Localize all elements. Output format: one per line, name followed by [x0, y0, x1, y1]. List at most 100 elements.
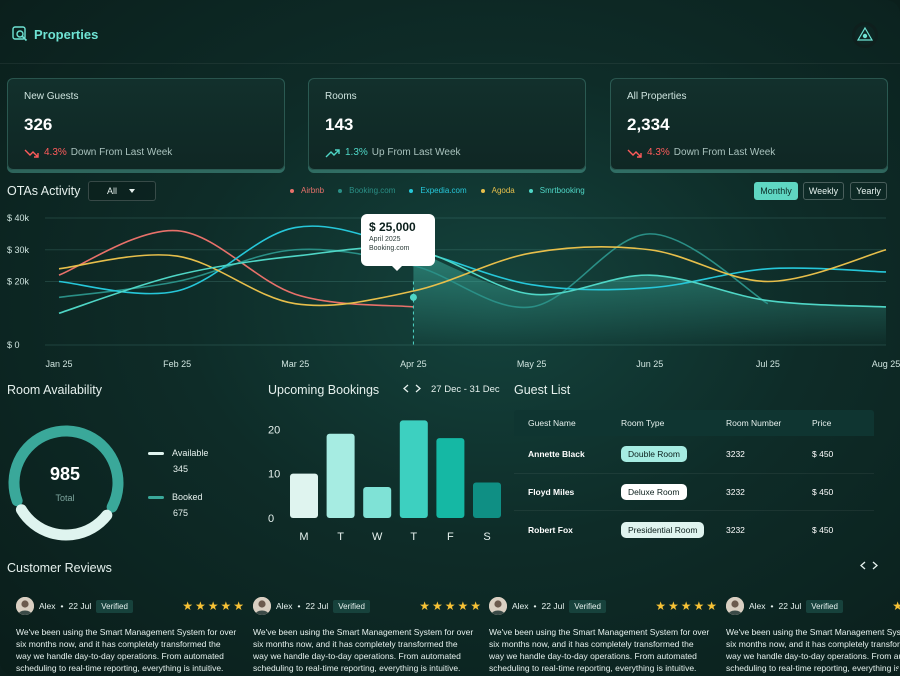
- trend-text: Down From Last Week: [673, 147, 776, 158]
- chevron-left-icon: [860, 561, 866, 570]
- stat-card-rooms[interactable]: Rooms 143 1.3% Up From Last Week: [308, 78, 586, 170]
- x-tick-label: Feb 25: [163, 359, 191, 369]
- tooltip-source: Booking.com: [369, 245, 410, 252]
- y-tick-label: 10: [268, 469, 280, 481]
- x-tick-label: Aug 25: [872, 359, 900, 369]
- bar-4[interactable]: [436, 438, 465, 518]
- legend-item-smrtbooking[interactable]: Smrtbooking: [528, 186, 585, 195]
- period-monthly-button[interactable]: Monthly: [754, 182, 798, 200]
- room-number: 3232: [726, 449, 745, 460]
- legend-item-airbnb[interactable]: Airbnb: [290, 186, 324, 195]
- star-rating-icon: ★★★★★: [419, 599, 483, 613]
- trend-text: Down From Last Week: [70, 147, 173, 158]
- period-yearly-button[interactable]: Yearly: [850, 182, 887, 200]
- stat-card-all-properties[interactable]: All Properties 2,334 4.3% Down From Last…: [610, 78, 888, 170]
- chevron-right-icon: [415, 384, 421, 393]
- trend-down-icon: [627, 149, 642, 158]
- star-rating-icon: ★★★★★: [655, 599, 719, 613]
- review-text: We've been using the Smart Management Sy…: [16, 627, 237, 673]
- booked-count: 675: [173, 508, 189, 518]
- review-date: 22 Jul: [778, 601, 802, 611]
- legend-item-agoda[interactable]: Agoda: [480, 186, 515, 195]
- review-header: Alex • 22 Jul Verified ★★★★★: [253, 596, 483, 616]
- series-line-expediacom[interactable]: [58, 225, 887, 295]
- reviewer-name: Alex: [39, 601, 56, 611]
- availability-total-label: Total: [55, 493, 75, 503]
- trend-percent: 1.3%: [345, 147, 368, 158]
- review-card[interactable]: Alex • 22 Jul Verified ★★★★★ We've been …: [253, 596, 483, 674]
- ota-legend: Airbnb Booking.com Expedia.com Agoda Smr…: [290, 186, 585, 195]
- chevron-down-icon: [129, 189, 136, 193]
- period-weekly-button[interactable]: Weekly: [803, 182, 844, 200]
- dot-separator: •: [533, 601, 537, 611]
- reviewer-name: Alex: [749, 601, 766, 611]
- tooltip-date: April 2025: [369, 236, 401, 243]
- room-type-badge: Presidential Room: [621, 521, 705, 538]
- table-row[interactable]: Robert Fox Presidential Room 3232 $ 450: [514, 511, 874, 549]
- review-card[interactable]: Alex • 22 Jul Verified ★★★★★ We've been …: [489, 596, 719, 674]
- app-logo-icon[interactable]: [852, 22, 878, 48]
- y-tick-label: 20: [268, 424, 280, 436]
- guest-list-title: Guest List: [514, 383, 571, 397]
- room-type-badge: Double Room: [621, 446, 687, 463]
- column-room-number[interactable]: Room Number: [726, 418, 782, 428]
- bar-1[interactable]: [326, 433, 355, 518]
- x-tick-label: M: [299, 531, 308, 543]
- bar-0[interactable]: [290, 473, 318, 518]
- stat-value: 326: [24, 115, 53, 134]
- legend-item-expedia[interactable]: Expedia.com: [409, 186, 467, 195]
- donut-segment-booked[interactable]: [1, 418, 131, 548]
- triangle-logo-icon: [855, 25, 875, 45]
- series-line-bookingcom[interactable]: [58, 233, 769, 309]
- brand[interactable]: Properties: [12, 26, 98, 42]
- table-row[interactable]: Annette Black Double Room 3232 $ 450: [514, 436, 874, 474]
- header: Properties: [0, 0, 900, 64]
- series-area-smrtbooking: [413, 249, 886, 345]
- bookings-next-button[interactable]: [415, 384, 421, 396]
- x-tick-label: Jun 25: [636, 359, 663, 369]
- bookings-prev-button[interactable]: [403, 384, 409, 396]
- stat-value: 2,334: [627, 115, 670, 134]
- series-line-smrtbooking[interactable]: [58, 246, 887, 315]
- reviews-next-button[interactable]: [872, 561, 878, 573]
- donut-segment-available[interactable]: [1, 418, 131, 548]
- bookings-title: Upcoming Bookings: [268, 383, 380, 397]
- column-room-type[interactable]: Room Type: [621, 418, 665, 428]
- legend-label: Booked: [172, 492, 203, 502]
- bookings-date-range: 27 Dec - 31 Dec: [431, 384, 500, 395]
- availability-donut-chart[interactable]: [1, 418, 131, 548]
- table-row[interactable]: Floyd Miles Deluxe Room 3232 $ 450: [514, 474, 874, 511]
- review-header: Alex • 22 Jul Verified ★★★★★: [489, 596, 719, 616]
- review-card[interactable]: Alex • 22 Jul Verified ★★★★★ We've been …: [16, 596, 246, 674]
- review-text: We've been using the Smart Management Sy…: [726, 627, 900, 673]
- x-tick-label: S: [483, 531, 490, 543]
- stat-card-new-guests[interactable]: New Guests 326 4.3% Down From Last Week: [7, 78, 285, 170]
- reviews-prev-button[interactable]: [860, 561, 866, 573]
- review-card[interactable]: Alex • 22 Jul Verified ★★★★★ We've been …: [726, 596, 900, 674]
- column-guest-name[interactable]: Guest Name: [528, 418, 576, 428]
- series-line-agoda[interactable]: [58, 246, 887, 307]
- star-rating-icon: ★★★★★: [182, 599, 246, 613]
- price: $ 450: [812, 486, 834, 497]
- chart-tooltip: $ 25,000 April 2025 Booking.com: [361, 214, 435, 271]
- legend-item-booking[interactable]: Booking.com: [338, 186, 395, 195]
- review-date: 22 Jul: [305, 601, 329, 611]
- ota-filter-select[interactable]: All: [88, 181, 156, 201]
- ota-line-chart[interactable]: $ 0 $ 20k $ 30k $ 40k Jan 25 Feb 25 Mar 25 Apr …: [0, 205, 900, 373]
- y-tick-label: $ 40k: [7, 213, 30, 223]
- availability-title: Room Availability: [7, 383, 102, 397]
- legend-label: Agoda: [491, 186, 515, 195]
- tooltip-value: $ 25,000: [369, 220, 416, 234]
- star-rating-icon: ★★★★★: [892, 599, 900, 613]
- series-line-airbnb[interactable]: [58, 229, 414, 308]
- bar-5[interactable]: [473, 482, 501, 518]
- highlight-point[interactable]: [409, 293, 417, 301]
- column-price[interactable]: Price: [812, 418, 832, 428]
- bar-3[interactable]: [399, 420, 428, 518]
- bar-2[interactable]: [363, 486, 392, 518]
- bookings-bar-chart[interactable]: 0 10 20 M T W T F S: [262, 408, 502, 548]
- avatar: [16, 597, 34, 615]
- avatar: [253, 597, 271, 615]
- review-text: We've been using the Smart Management Sy…: [489, 627, 710, 673]
